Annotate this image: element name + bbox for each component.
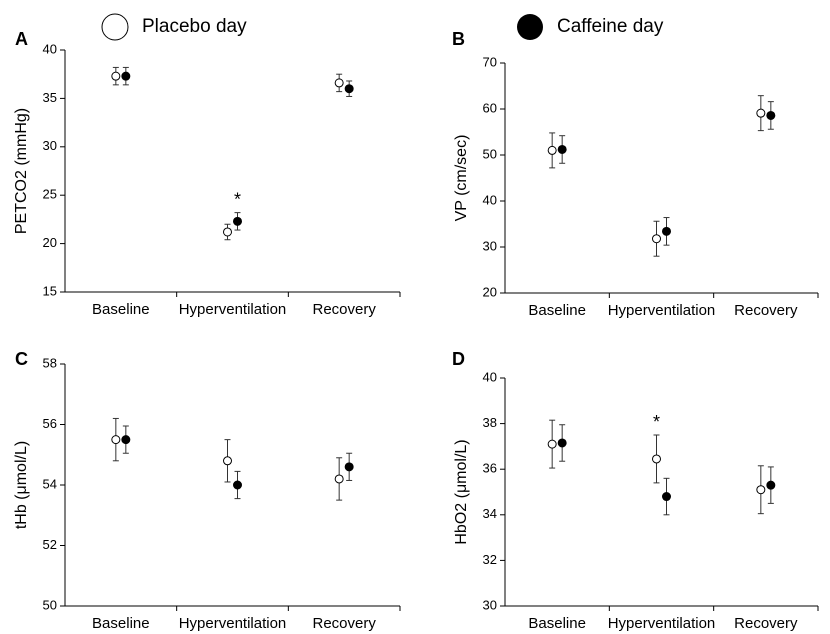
legend-label: Placebo day [142, 16, 247, 37]
y-tick-label: 20 [43, 235, 57, 250]
x-tick-label: Hyperventilation [179, 615, 287, 632]
x-tick-label: Hyperventilation [179, 301, 287, 318]
y-tick-label: 40 [43, 41, 57, 56]
annotation: * [234, 189, 241, 209]
marker [766, 480, 776, 490]
y-tick-label: 58 [43, 355, 57, 370]
y-tick-label: 15 [43, 283, 57, 298]
marker [344, 462, 354, 472]
marker [111, 71, 121, 81]
y-tick-label: 30 [483, 238, 497, 253]
marker [756, 108, 766, 118]
marker [662, 492, 671, 502]
y-tick-label: 20 [483, 284, 497, 299]
annotation: * [653, 412, 660, 432]
marker [121, 71, 131, 81]
x-tick-label: Recovery [312, 301, 376, 318]
y-tick-label: 40 [483, 192, 497, 207]
marker [344, 84, 354, 94]
y-tick-label: 36 [483, 461, 497, 476]
x-tick-label: Hyperventilation [608, 615, 716, 632]
x-tick-label: Baseline [528, 302, 586, 319]
x-tick-label: Recovery [312, 615, 376, 632]
y-tick-label: 30 [43, 138, 57, 153]
x-tick-label: Recovery [734, 615, 798, 632]
y-tick-label: 34 [483, 506, 497, 521]
y-tick-label: 50 [483, 146, 497, 161]
y-axis-label: VP (cm/sec) [453, 135, 470, 222]
panel-label: A [15, 29, 28, 49]
y-tick-label: 50 [43, 597, 57, 612]
marker [233, 216, 242, 226]
y-tick-label: 54 [43, 476, 57, 491]
x-tick-label: Hyperventilation [608, 302, 716, 319]
legend-marker [517, 14, 543, 40]
marker [557, 144, 567, 154]
y-tick-label: 32 [483, 552, 497, 567]
marker [652, 234, 661, 244]
marker [223, 456, 232, 466]
marker [557, 438, 567, 448]
marker [111, 435, 121, 445]
y-tick-label: 35 [43, 90, 57, 105]
marker [223, 227, 232, 237]
marker [334, 474, 344, 484]
panel-label: D [452, 349, 465, 369]
marker [547, 145, 557, 155]
panel-label: C [15, 349, 28, 369]
x-tick-label: Baseline [92, 615, 150, 632]
y-tick-label: 52 [43, 537, 57, 552]
y-tick-label: 70 [483, 54, 497, 69]
marker [652, 454, 661, 464]
panel-label: B [452, 29, 465, 49]
marker [766, 110, 776, 120]
y-tick-label: 38 [483, 415, 497, 430]
marker [233, 480, 242, 490]
y-tick-label: 60 [483, 100, 497, 115]
legend-marker [101, 13, 129, 41]
marker [334, 78, 344, 88]
marker [662, 226, 671, 236]
marker [121, 435, 131, 445]
legend-label: Caffeine day [557, 16, 664, 37]
x-tick-label: Recovery [734, 302, 798, 319]
x-tick-label: Baseline [92, 301, 150, 318]
marker [756, 485, 766, 495]
marker [547, 439, 557, 449]
y-axis-label: tHb (μmol/L) [13, 441, 30, 529]
y-axis-label: PETCO2 (mmHg) [13, 108, 30, 234]
x-tick-label: Baseline [528, 615, 586, 632]
y-tick-label: 25 [43, 187, 57, 202]
y-tick-label: 30 [483, 597, 497, 612]
y-tick-label: 40 [483, 369, 497, 384]
y-axis-label: HbO2 (μmol/L) [453, 439, 470, 544]
y-tick-label: 56 [43, 416, 57, 431]
